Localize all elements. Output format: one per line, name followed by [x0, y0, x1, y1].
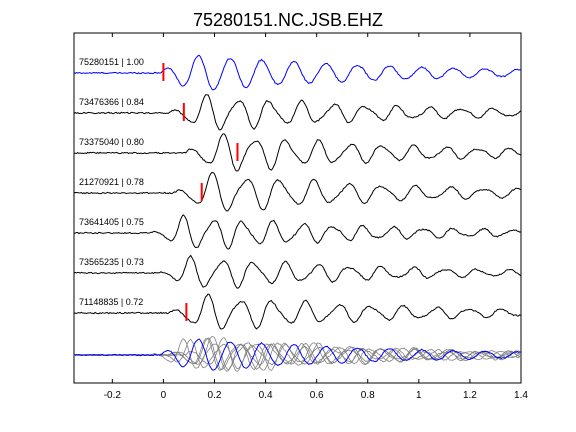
traces-layer [73, 54, 522, 372]
x-tick-label: -0.2 [104, 390, 122, 401]
trace-label-73641405: 73641405 | 0.75 [79, 217, 144, 227]
trace-label-73375040: 73375040 | 0.80 [79, 137, 144, 147]
x-tick-label: 1 [416, 390, 422, 401]
trace-73565235 [73, 254, 522, 289]
x-tick-label: 0.2 [208, 390, 222, 401]
trace-labels: 75280151 | 1.00 73476366 | 0.84 73375040 |… [79, 57, 144, 307]
trace-label-73476366: 73476366 | 0.84 [79, 97, 144, 107]
x-tick-label: 1.2 [463, 390, 477, 401]
trace-21270921 [73, 172, 522, 212]
x-tick-label: 0.4 [259, 390, 273, 401]
chart-title: 75280151.NC.JSB.EHZ [193, 10, 383, 30]
trace-label-71148835: 71148835 | 0.72 [79, 297, 143, 307]
x-tick-label: 1.4 [514, 390, 528, 401]
trace-75280151 [73, 54, 522, 91]
plot-frame [73, 32, 522, 384]
trace-73476366 [73, 94, 522, 131]
x-tick-label: 0 [161, 390, 167, 401]
trace-label-75280151: 75280151 | 1.00 [79, 57, 144, 67]
trace-71148835 [73, 293, 522, 330]
picks-layer [162, 63, 239, 321]
trace-73375040 [73, 133, 522, 172]
trace-label-21270921: 21270921 | 0.78 [79, 177, 144, 187]
x-tick-label: 0.8 [361, 390, 375, 401]
overlay-trace-71148835 [73, 337, 522, 370]
trace-73641405 [73, 214, 522, 250]
trace-label-73565235: 73565235 | 0.73 [79, 257, 144, 267]
x-tick-label: 0.6 [310, 390, 324, 401]
overlay-trace-reference [73, 338, 522, 371]
x-axis: -0.2 0 0.2 0.4 0.6 0.8 1 1.2 1.4 [104, 33, 528, 401]
